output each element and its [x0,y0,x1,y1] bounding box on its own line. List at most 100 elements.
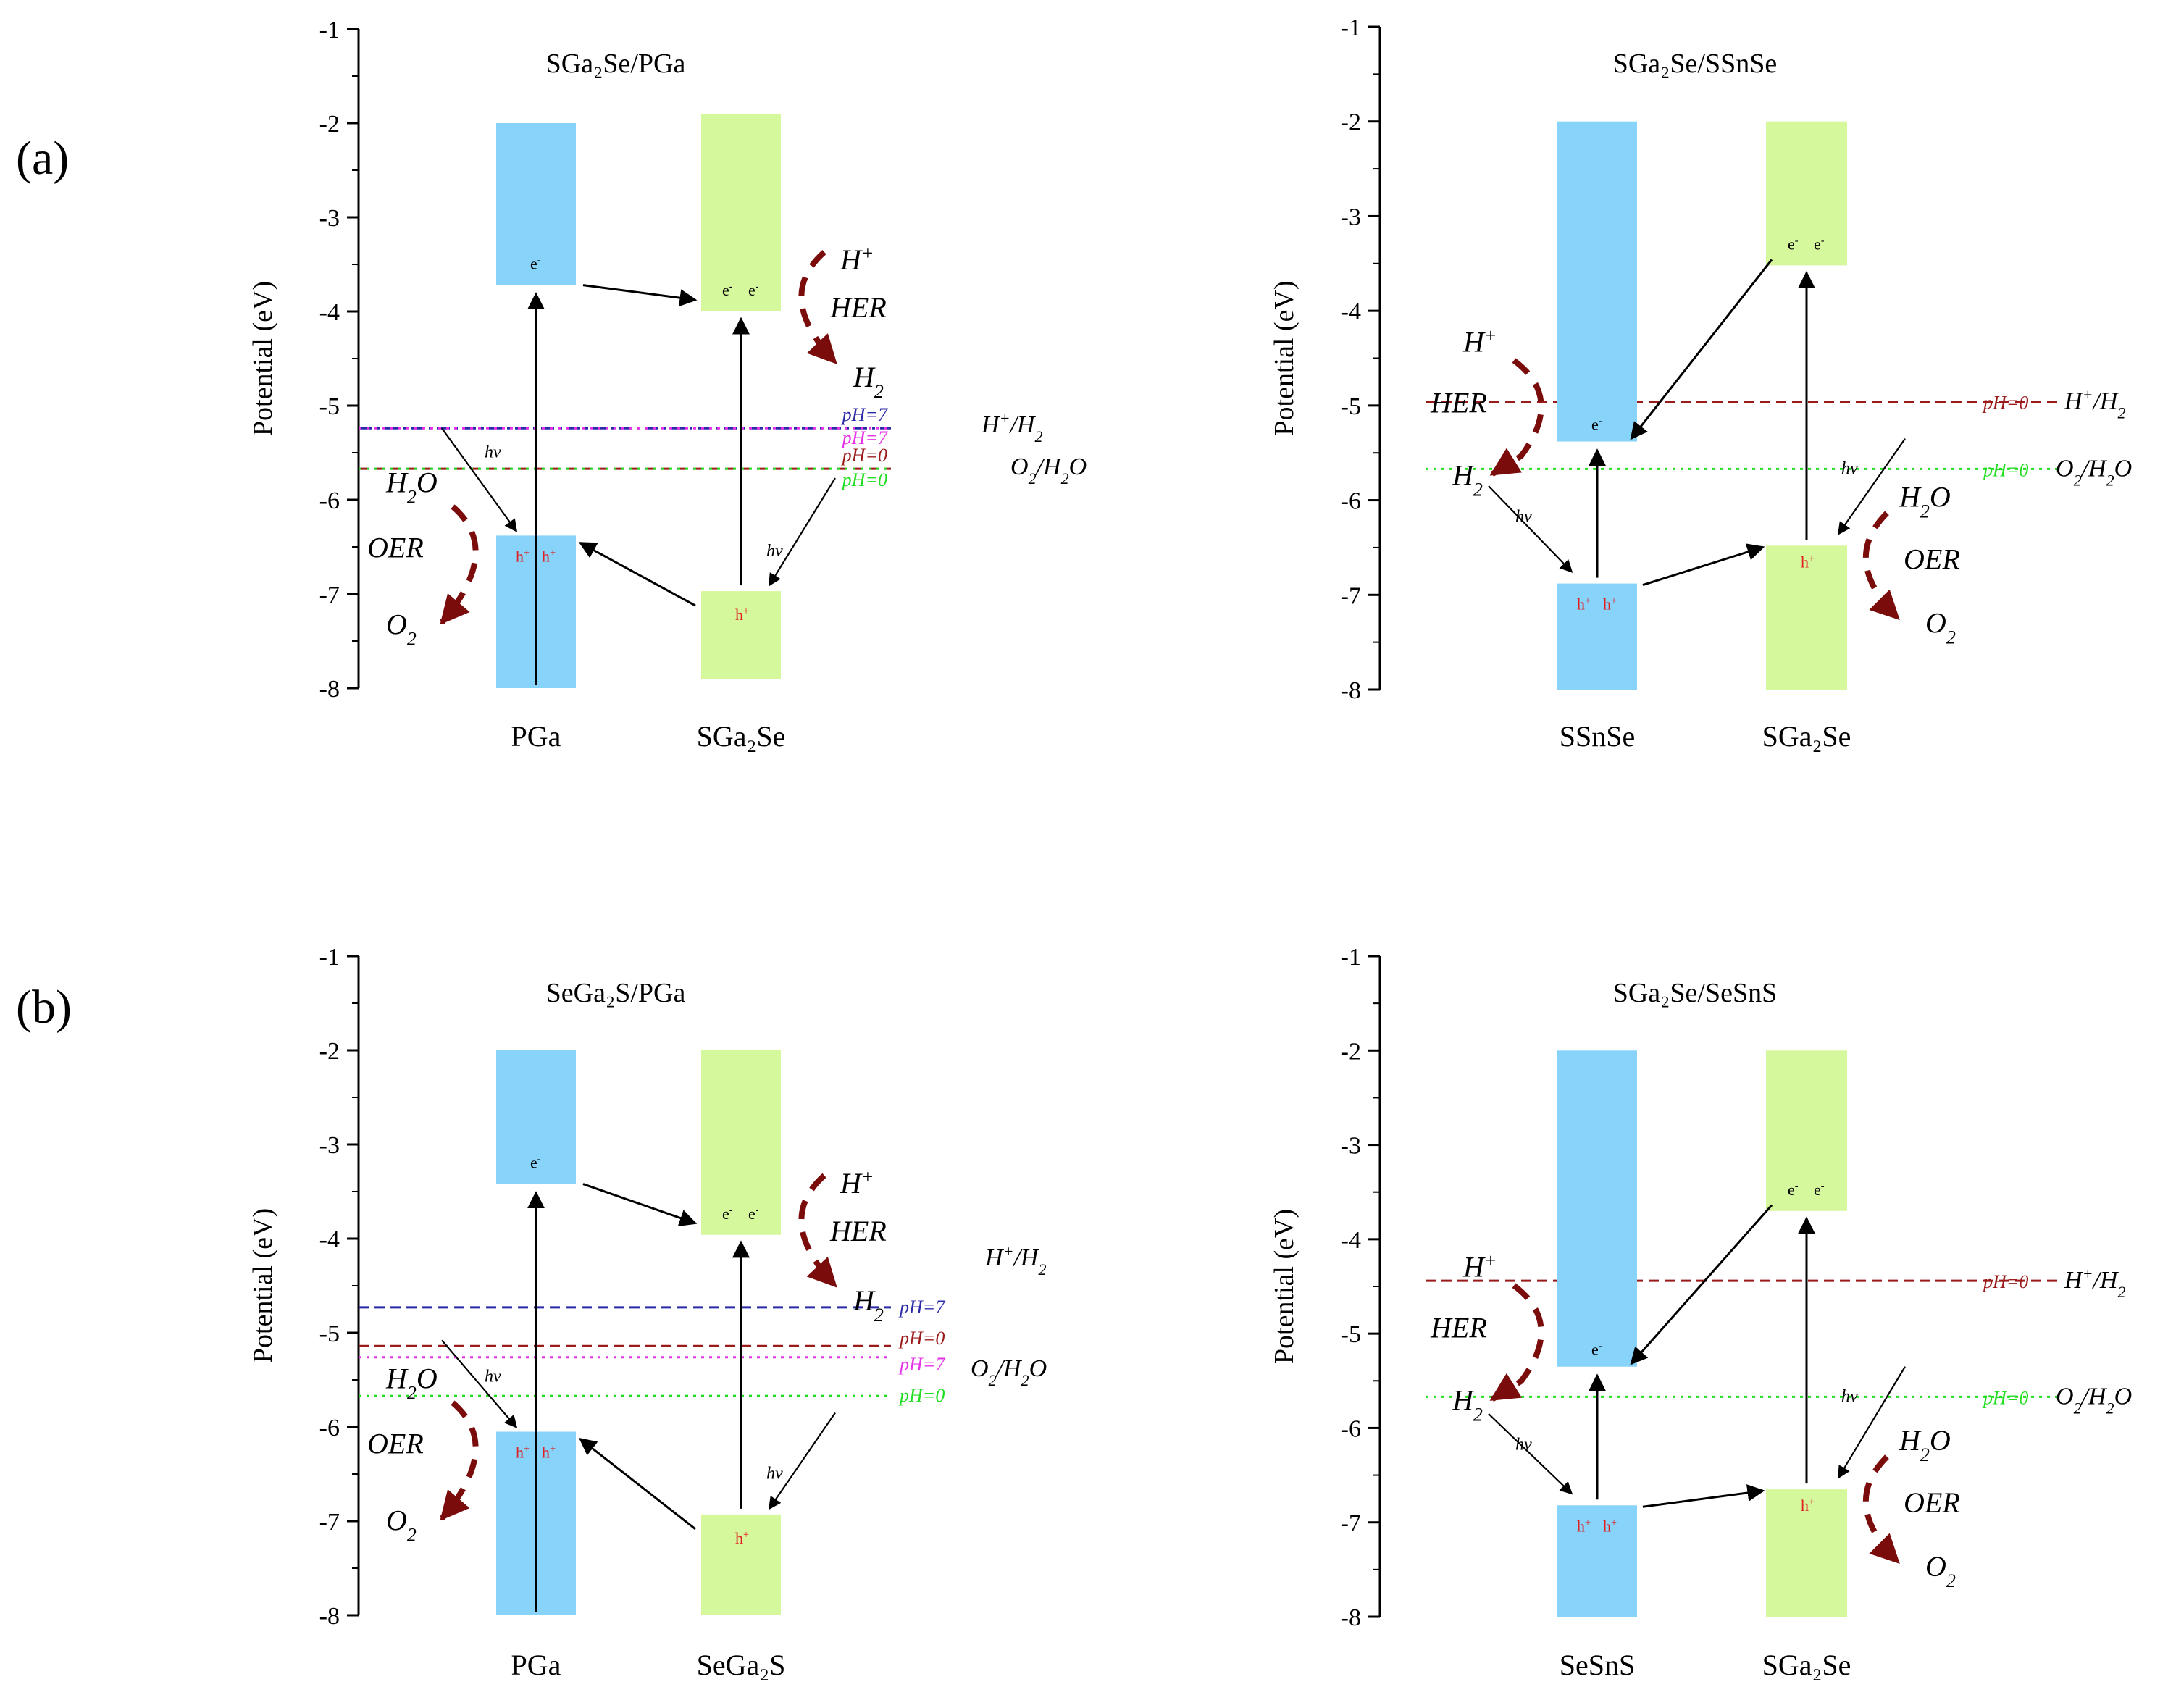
y-tick-label: -7 [1341,582,1361,609]
photon-arrow [1488,1413,1573,1495]
h-plus-label: H+ [1462,325,1497,359]
conduction-band [1766,121,1847,266]
panel-a2: -1 -2 -3 -4 -5 -6 -7 -8 Potential (eV) SGa₂Se/SSn… [1269,14,2132,753]
conduction-band [496,123,576,285]
hv-label: hν [1841,1387,1858,1406]
panel-title: SeGa₂S/PGa [546,978,686,1008]
y-tick-label: -6 [1341,1415,1361,1442]
ph0-label-green: pH=0 [1982,1387,2028,1408]
o2-label: O2 [386,1504,417,1546]
y-tick-label: -3 [1341,1133,1361,1160]
hole-label: h+ [1801,1496,1815,1515]
y-tick-label: -3 [319,1132,340,1159]
material-label: SeSnS [1560,1649,1636,1681]
ph7-label-magenta: pH=7 [841,427,888,448]
hole-label: h+ [516,547,530,565]
y-tick-label: -2 [1341,109,1361,136]
electron-label: e- [748,281,759,299]
y-tick-label: -6 [1341,488,1361,515]
y-tick-label: -4 [1341,298,1361,325]
electron-transfer-arrow [582,284,698,307]
valence-band [1557,583,1637,690]
electron-transfer-arrow [1630,1204,1773,1365]
conduction-band [496,1050,576,1184]
her-reaction-arrow [1489,358,1544,477]
ph0-label-darkred: pH=0 [898,1328,945,1349]
electron-label: e- [1591,416,1602,434]
y-tick-label: -4 [319,299,340,326]
oer-reaction-arrow [439,1400,479,1521]
material-label: SGa₂Se [697,720,786,753]
y-tick-label: -8 [1341,1604,1361,1631]
ph7-label-magenta: pH=7 [898,1354,945,1375]
panel-title: SGa₂Se/PGa [546,49,686,79]
h-plus-label: H+ [840,1165,874,1200]
conduction-band [701,1050,781,1235]
hole-label: h+ [1603,595,1617,614]
o2-h2o-label: O2/H2O [971,1355,1047,1389]
o2-h2o-label: O2/H2O [2056,455,2132,489]
valence-band [1557,1505,1637,1617]
ph7-label-blue: pH=7 [898,1297,945,1318]
material-label: PGa [511,1649,561,1681]
photon-arrow [769,1412,836,1510]
hole-transfer-arrow [1642,543,1765,587]
h2o-label: H2O [1899,1424,1951,1465]
electron-label: e- [748,1205,759,1223]
y-tick-label: -8 [319,1603,340,1630]
electron-label: e- [722,281,733,299]
oer-label: OER [367,531,424,564]
hv-label: hν [766,542,783,561]
hole-label: h+ [542,1444,556,1462]
hv-label: hν [485,443,501,462]
y-tick-label: -6 [319,1415,340,1441]
panel-a1: -1 -2 -3 -4 -5 -6 -7 -8 Potential (eV) SGa₂Se/PGa… [248,17,1087,753]
electron-label: e- [1814,235,1825,253]
electron-transfer-arrow [1630,259,1773,440]
y-axis-title: Potential (eV) [248,1208,278,1363]
her-label: HER [1430,1312,1487,1344]
oer-label: OER [1904,1486,1960,1519]
oer-reaction-arrow [439,504,479,625]
photon-arrow [1838,1366,1906,1479]
oer-reaction-arrow [1862,1454,1900,1564]
y-tick-label: -7 [1341,1510,1361,1537]
her-reaction-arrow [1489,1283,1544,1402]
hv-label: hν [1515,508,1532,527]
hole-label: h+ [1577,1517,1591,1535]
hv-label: hν [766,1465,783,1483]
her-label: HER [829,1215,887,1247]
y-tick-label: -5 [1341,393,1361,420]
ph0-label-darkred: pH=0 [1982,1271,2028,1292]
hole-label: h+ [735,1529,749,1547]
hole-label: h+ [735,606,749,624]
material-label: SGa₂Se [1762,1649,1851,1681]
ph7-label-blue: pH=7 [841,404,888,425]
y-tick-label: -1 [319,944,340,971]
conduction-band [1766,1050,1847,1211]
hole-transfer-arrow [579,1438,696,1531]
hv-label: hν [1841,459,1858,478]
y-tick-label: -2 [319,111,340,138]
valence-band [701,591,781,679]
h2o-label: H2O [385,466,438,507]
h-plus-h2-label: H+/H2 [2064,385,2125,422]
oer-label: OER [1904,543,1960,575]
ph0-label-darkred: pH=0 [841,445,887,466]
h-plus-h2-label: H+/H2 [981,409,1042,445]
y-tick-label: -1 [319,17,340,43]
valence-band [701,1514,781,1615]
ph0-label-green: pH=0 [841,469,887,490]
material-label: PGa [511,720,561,753]
o2-h2o-label: O2/H2O [2056,1383,2132,1417]
hole-label: h+ [516,1444,530,1462]
conduction-band [701,114,781,311]
ph0-label-green: pH=0 [898,1385,945,1406]
conduction-band [1557,1050,1637,1367]
hv-label: hν [1515,1435,1532,1454]
her-label: HER [829,291,887,324]
photon-arrow [769,477,836,587]
electron-label: e- [530,255,541,273]
panel-title: SGa₂Se/SeSnS [1613,978,1778,1008]
